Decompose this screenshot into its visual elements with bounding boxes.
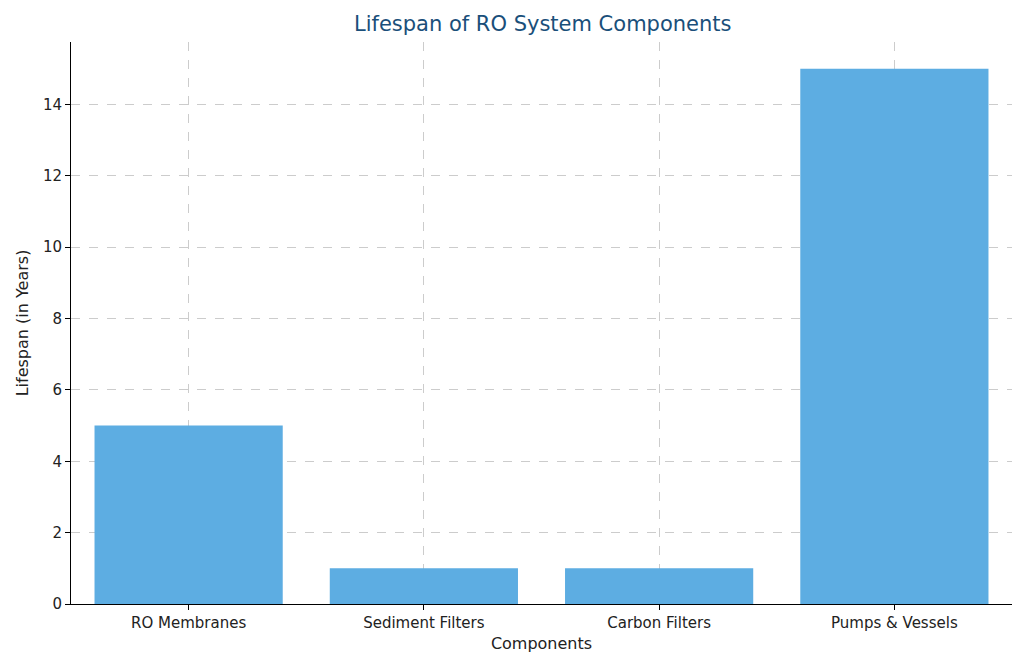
svg-text:14: 14 [43, 96, 62, 114]
svg-text:12: 12 [43, 167, 62, 185]
svg-text:2: 2 [52, 524, 62, 542]
svg-text:Sediment Filters: Sediment Filters [363, 614, 485, 632]
svg-text:Lifespan (in Years): Lifespan (in Years) [13, 250, 32, 397]
svg-text:0: 0 [52, 595, 62, 613]
svg-text:8: 8 [52, 310, 62, 328]
svg-text:6: 6 [52, 381, 62, 399]
svg-text:RO Membranes: RO Membranes [131, 614, 246, 632]
svg-text:Components: Components [491, 634, 592, 653]
svg-text:4: 4 [52, 453, 62, 471]
svg-text:Carbon Filters: Carbon Filters [607, 614, 711, 632]
svg-text:Pumps & Vessels: Pumps & Vessels [831, 614, 958, 632]
svg-text:10: 10 [43, 238, 62, 256]
svg-text:Lifespan of RO System Componen: Lifespan of RO System Components [354, 12, 732, 36]
